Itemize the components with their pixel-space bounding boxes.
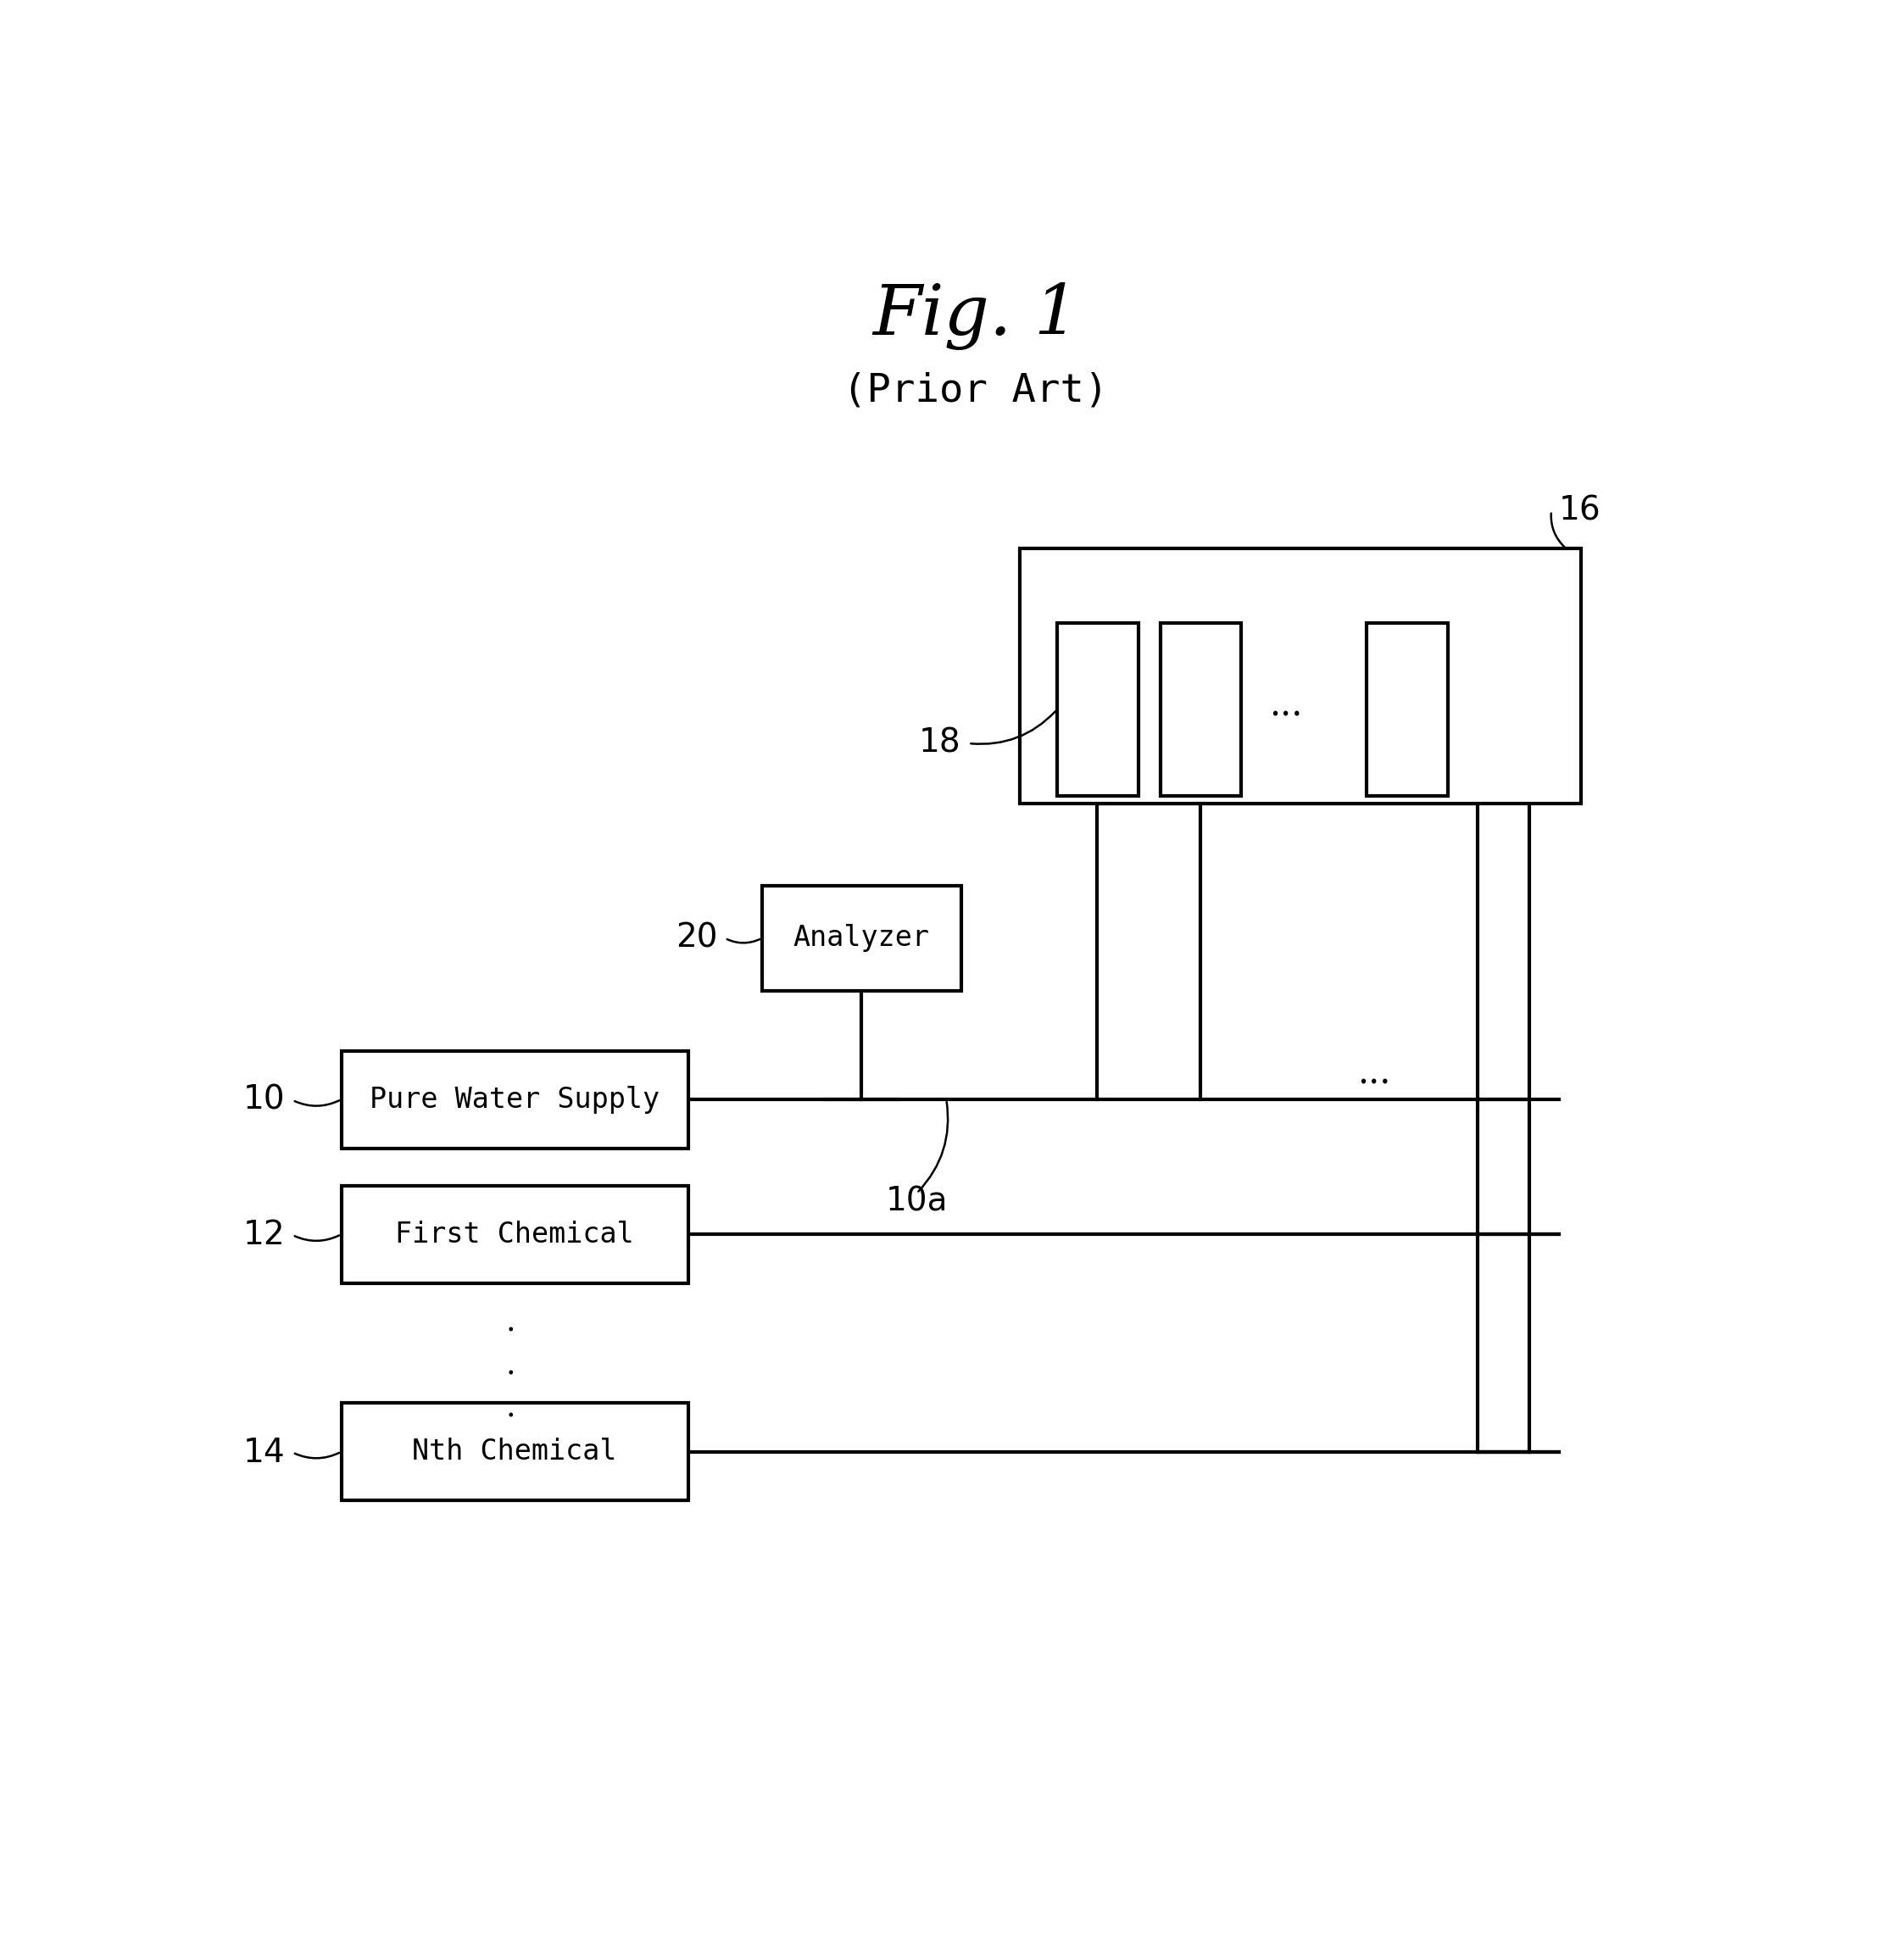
Bar	[1057, 623, 1139, 796]
Bar	[1160, 623, 1241, 796]
Text: 14: 14	[244, 1437, 286, 1468]
Text: Pure Water Supply: Pure Water Supply	[369, 1084, 659, 1114]
Text: ...: ...	[1358, 1055, 1392, 1090]
Bar	[1021, 549, 1580, 804]
Bar	[762, 886, 962, 991]
Text: First Chemical: First Chemical	[396, 1221, 634, 1248]
Text: Fig. 1: Fig. 1	[872, 282, 1080, 350]
Text: .
.
.: . . .	[506, 1308, 516, 1423]
Text: 10: 10	[244, 1084, 286, 1116]
Bar	[341, 1186, 687, 1283]
Text: (Prior Art): (Prior Art)	[843, 372, 1108, 411]
Text: 16: 16	[1559, 495, 1601, 528]
Text: 20: 20	[676, 923, 718, 954]
Text: Analyzer: Analyzer	[794, 925, 929, 952]
Bar	[341, 1404, 687, 1501]
Text: 10a: 10a	[885, 1186, 948, 1217]
Text: Nth Chemical: Nth Chemical	[413, 1437, 617, 1466]
Bar	[1367, 623, 1449, 796]
Text: 12: 12	[244, 1219, 286, 1252]
Bar	[341, 1051, 687, 1149]
Text: ...: ...	[1268, 687, 1302, 724]
Text: 18: 18	[920, 728, 962, 759]
